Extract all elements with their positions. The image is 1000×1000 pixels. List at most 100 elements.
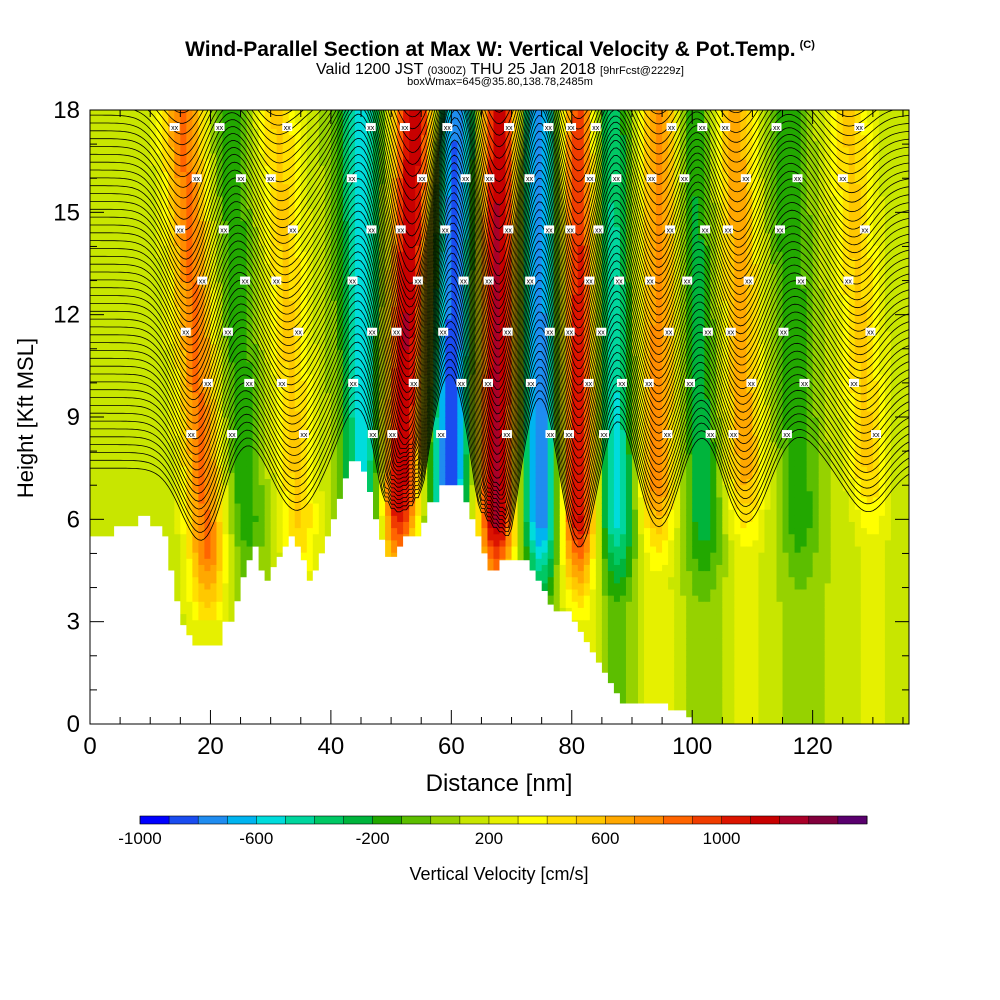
velocity-cell: [379, 521, 386, 529]
velocity-cell: [258, 343, 266, 351]
velocity-cell: [138, 269, 145, 277]
velocity-cell: [252, 435, 260, 443]
velocity-cell: [204, 208, 212, 215]
velocity-cell: [144, 410, 151, 418]
velocity-cell: [126, 177, 133, 185]
velocity-cell: [270, 545, 278, 553]
velocity-cell: [150, 429, 157, 437]
velocity-cell: [192, 257, 199, 265]
velocity-cell: [246, 484, 254, 492]
velocity-cell: [168, 324, 175, 332]
velocity-cell: [132, 490, 139, 498]
velocity-cell: [360, 459, 368, 467]
velocity-cell: [204, 386, 212, 394]
velocity-cell: [252, 453, 260, 461]
velocity-cell: [108, 318, 115, 326]
velocity-cell: [108, 392, 115, 400]
velocity-cell: [162, 134, 169, 142]
velocity-cell: [198, 404, 206, 412]
velocity-cell: [156, 337, 163, 344]
velocity-cell: [156, 183, 163, 191]
velocity-cell: [120, 275, 127, 283]
velocity-cell: [126, 398, 133, 406]
velocity-cell: [108, 195, 115, 203]
valid-date: THU 25 Jan 2018: [470, 61, 596, 78]
velocity-cell: [132, 337, 139, 344]
velocity-cell: [240, 257, 248, 265]
velocity-cell: [162, 441, 169, 449]
velocity-cell: [138, 429, 145, 437]
velocity-cell: [288, 392, 296, 400]
velocity-cell: [156, 214, 163, 222]
velocity-cell: [234, 429, 242, 437]
velocity-cell: [264, 533, 272, 541]
velocity-cell: [210, 146, 218, 154]
velocity-cell: [192, 128, 199, 136]
velocity-cell: [90, 318, 97, 326]
velocity-cell: [150, 331, 157, 338]
velocity-cell: [132, 110, 139, 117]
velocity-cell: [318, 527, 326, 535]
velocity-cell: [210, 521, 218, 529]
velocity-cell: [132, 502, 139, 510]
valid-time-line: Valid 1200 JST (0300Z) THU 25 Jan 2018 […: [0, 61, 1000, 79]
velocity-cell: [96, 294, 103, 301]
velocity-cell: [180, 601, 187, 608]
velocity-cell: [246, 257, 254, 265]
velocity-cell: [379, 502, 386, 510]
velocity-cell: [144, 349, 151, 357]
velocity-cell: [252, 404, 260, 412]
velocity-cell: [186, 533, 193, 541]
velocity-cell: [222, 110, 230, 117]
velocity-cell: [168, 398, 175, 406]
velocity-cell: [222, 257, 230, 265]
velocity-cell: [385, 545, 392, 553]
velocity-cell: [264, 539, 272, 547]
velocity-cell: [126, 324, 133, 332]
velocity-cell: [90, 312, 97, 320]
velocity-cell: [282, 453, 290, 461]
velocity-cell: [294, 539, 302, 547]
velocity-cell: [144, 374, 151, 381]
velocity-cell: [120, 380, 127, 387]
velocity-cell: [216, 564, 224, 572]
velocity-cell: [234, 558, 242, 565]
velocity-cell: [198, 490, 206, 498]
velocity-cell: [306, 515, 314, 522]
velocity-cell: [174, 595, 181, 602]
velocity-cell: [222, 238, 230, 246]
velocity-cell: [373, 484, 380, 492]
velocity-cell: [258, 515, 266, 522]
velocity-cell: [240, 343, 248, 351]
velocity-cell: [156, 128, 163, 136]
velocity-cell: [168, 134, 175, 142]
velocity-cell: [132, 152, 139, 160]
velocity-cell: [192, 404, 199, 412]
velocity-cell: [186, 343, 193, 351]
velocity-cell: [180, 177, 187, 185]
velocity-cell: [246, 552, 254, 559]
velocity-cell: [252, 171, 260, 179]
velocity-cell: [198, 122, 206, 130]
velocity-cell: [180, 545, 187, 553]
velocity-cell: [132, 423, 139, 430]
velocity-cell: [246, 435, 254, 443]
velocity-cell: [114, 361, 121, 369]
velocity-cell: [252, 527, 260, 535]
velocity-cell: [246, 527, 254, 535]
velocity-cell: [96, 349, 103, 357]
velocity-cell: [216, 343, 224, 351]
velocity-cell: [156, 281, 163, 289]
velocity-cell: [144, 226, 151, 234]
velocity-cell: [168, 472, 175, 479]
velocity-cell: [174, 245, 181, 252]
velocity-cell: [186, 288, 193, 295]
velocity-cell: [138, 251, 145, 258]
velocity-cell: [90, 195, 97, 203]
velocity-cell: [102, 152, 109, 160]
velocity-cell: [216, 607, 224, 615]
velocity-cell: [336, 453, 344, 461]
velocity-cell: [168, 380, 175, 387]
velocity-cell: [96, 232, 103, 240]
velocity-cell: [102, 466, 109, 473]
